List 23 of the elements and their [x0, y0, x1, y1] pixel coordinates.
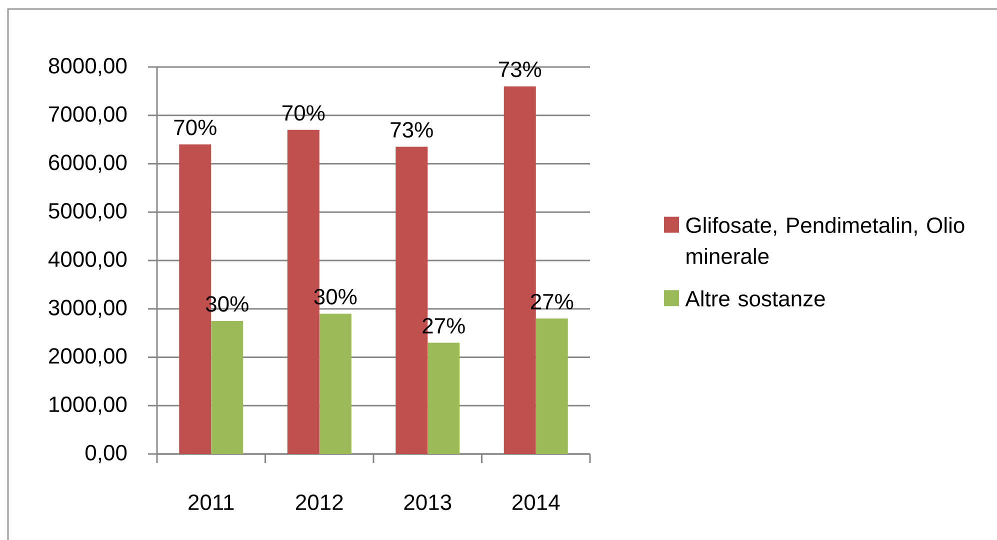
bar [319, 314, 352, 454]
y-tick-label: 2000,00 [49, 348, 127, 366]
x-tick-label: 2014 [512, 494, 560, 510]
x-tick-label: 2012 [296, 494, 343, 510]
y-tick-label: 6000,00 [49, 154, 127, 173]
bar [428, 342, 460, 454]
annotation: 73% [498, 62, 542, 78]
x-tick-label: 2013 [404, 494, 452, 510]
y-tick-label: 5000,00 [48, 203, 127, 222]
bar [211, 320, 244, 454]
y-tick-label: 4000,00 [48, 251, 127, 270]
y-tick-label: 8000,00 [48, 58, 127, 76]
y-tick-label: 0,00 [86, 444, 127, 464]
legend-label: Glifosate, Pendimetalin, Olio minerale [686, 216, 964, 264]
x-tick-label: 2011 [188, 494, 234, 510]
bar [536, 318, 568, 454]
annotation: 73% [390, 122, 433, 138]
y-tick-label: 7000,00 [49, 106, 127, 124]
annotation: 70% [282, 105, 325, 121]
y-tick-label: 1000,00 [50, 396, 127, 415]
legend-label: Altre sostanze [685, 290, 825, 307]
y-tick-label: 3000,00 [48, 300, 127, 318]
annotation: 70% [174, 120, 216, 136]
